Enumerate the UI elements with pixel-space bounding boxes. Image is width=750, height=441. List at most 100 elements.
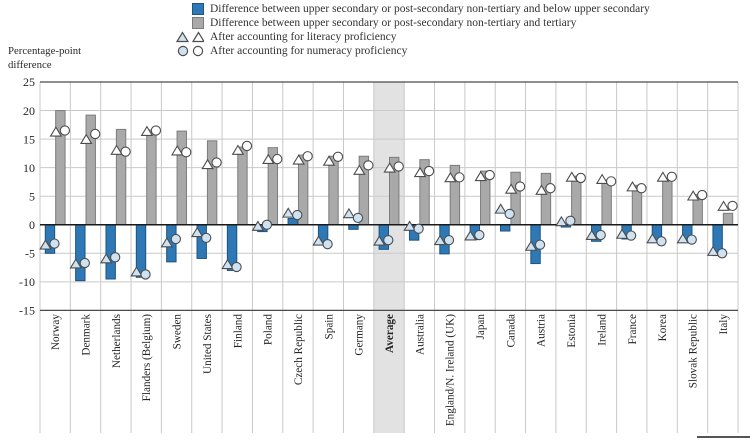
bar-tertiary-Ireland: [601, 179, 612, 226]
category-label-Japan: Japan: [475, 314, 487, 340]
category-label-Australia: Australia: [414, 314, 426, 355]
category-label-United States: United States: [202, 314, 214, 374]
ytick-label-25: 25: [23, 75, 35, 89]
marker-literacy-below-Slovak Republic: [676, 232, 690, 244]
bar-tertiary-Korea: [662, 179, 673, 226]
marker-numeracy-tertiary-United States: [211, 157, 222, 168]
marker-literacy-tertiary-Norway: [49, 126, 63, 137]
y-axis-title-line2: difference: [8, 59, 52, 72]
marker-literacy-below-France: [615, 228, 629, 239]
marker-literacy-below-Korea: [646, 232, 659, 244]
y-axis-title: Percentage-point difference: [8, 44, 81, 72]
gray-square-icon: [176, 17, 204, 29]
marker-numeracy-tertiary-Estonia: [575, 172, 586, 184]
bar-below-upper-secondary-Denmark: [75, 224, 86, 282]
marker-numeracy-below-United States: [201, 232, 212, 244]
marker-numeracy-tertiary-Germany: [363, 160, 374, 171]
marker-numeracy-below-Netherlands: [110, 252, 121, 263]
marker-numeracy-tertiary-France: [636, 183, 647, 194]
marker-literacy-below-Denmark: [69, 258, 83, 269]
legend-item-numeracy: After accounting for numeracy proficienc…: [176, 44, 650, 58]
y-axis-title-line1: Percentage-point: [8, 45, 82, 57]
marker-numeracy-tertiary-Finland: [241, 140, 253, 152]
marker-numeracy-tertiary-Flanders (Belgium): [150, 125, 162, 136]
category-label-France: France: [627, 314, 639, 344]
marker-literacy-below-Ireland: [585, 229, 599, 240]
marker-numeracy-below-Flanders (Belgium): [140, 269, 151, 280]
marker-literacy-tertiary-Ireland: [595, 173, 609, 184]
marker-literacy-tertiary-Average: [383, 162, 396, 173]
marker-literacy-below-Czech Republic: [281, 207, 295, 218]
bar-tertiary-Italy: [722, 212, 734, 226]
marker-numeracy-below-Japan: [474, 229, 485, 241]
marker-literacy-below-Canada: [494, 203, 507, 214]
marker-literacy-tertiary-France: [626, 180, 639, 192]
marker-literacy-tertiary-Netherlands: [110, 144, 123, 155]
category-label-Sweden: Sweden: [172, 314, 184, 350]
category-label-Poland: Poland: [263, 314, 275, 345]
ytick-label-10: 10: [23, 161, 35, 175]
bar-tertiary-Spain: [328, 155, 339, 226]
marker-literacy-below-Australia: [403, 220, 416, 231]
marker-numeracy-tertiary-Austria: [545, 183, 556, 194]
average-highlight-band: [373, 82, 405, 433]
marker-numeracy-below-Spain: [322, 239, 333, 250]
category-label-Germany: Germany: [354, 314, 366, 356]
bar-tertiary-Flanders (Belgium): [146, 129, 157, 226]
marker-literacy-tertiary-Finland: [231, 144, 245, 155]
marker-numeracy-below-Italy: [716, 248, 728, 259]
marker-numeracy-tertiary-Canada: [514, 181, 526, 192]
marker-numeracy-tertiary-Norway: [59, 125, 71, 136]
marker-literacy-below-Spain: [312, 235, 325, 246]
category-label-Norway: Norway: [50, 314, 62, 350]
legend-label: Difference between upper secondary or po…: [210, 3, 650, 15]
marker-literacy-tertiary-Australia: [413, 166, 427, 178]
legend-item-tertiary: Difference between upper secondary or po…: [176, 16, 650, 30]
marker-literacy-tertiary-England/N. Ireland (UK): [444, 171, 457, 183]
legend: Difference between upper secondary or po…: [176, 2, 650, 58]
marker-numeracy-below-Denmark: [79, 257, 90, 269]
marker-literacy-below-Germany: [342, 207, 356, 219]
marker-literacy-below-Poland: [251, 220, 265, 231]
marker-literacy-tertiary-Czech Republic: [292, 154, 305, 165]
marker-numeracy-tertiary-Average: [393, 161, 404, 172]
marker-numeracy-below-Sweden: [170, 233, 182, 245]
category-label-Austria: Austria: [536, 314, 548, 347]
category-label-Denmark: Denmark: [81, 314, 93, 356]
blue-square-icon: [176, 3, 204, 15]
ytick-label--15: -15: [19, 304, 35, 318]
marker-numeracy-tertiary-Korea: [666, 171, 677, 182]
marker-literacy-below-Japan: [464, 230, 477, 241]
marker-literacy-below-Average: [373, 235, 386, 246]
category-label-Italy: Italy: [718, 314, 730, 335]
marker-numeracy-tertiary-Czech Republic: [302, 151, 313, 162]
ytick-label--5: -5: [25, 247, 35, 261]
marker-literacy-tertiary-Korea: [656, 171, 670, 182]
marker-numeracy-below-Poland: [261, 219, 273, 230]
marker-numeracy-tertiary-Sweden: [181, 147, 192, 158]
category-label-Ireland: Ireland: [596, 314, 608, 346]
marker-literacy-below-England/N. Ireland (UK): [433, 234, 447, 246]
marker-numeracy-below-France: [625, 230, 637, 241]
marker-literacy-below-Flanders (Belgium): [130, 266, 143, 277]
category-label-Finland: Finland: [232, 314, 244, 349]
marker-numeracy-below-Average: [383, 235, 394, 246]
marker-literacy-below-Italy: [706, 245, 720, 256]
legend-label: After accounting for numeracy proficienc…: [210, 45, 408, 57]
marker-numeracy-tertiary-Spain: [332, 151, 344, 162]
category-label-Flanders (Belgium): Flanders (Belgium): [141, 314, 153, 402]
marker-numeracy-tertiary-Italy: [727, 200, 738, 212]
marker-numeracy-below-Australia: [413, 223, 424, 234]
footer-rule: [697, 436, 750, 438]
legend-label: Difference between upper secondary or po…: [210, 17, 577, 29]
category-label-Average: Average: [384, 314, 396, 353]
marker-literacy-tertiary-Poland: [262, 153, 275, 165]
ytick-label-15: 15: [23, 132, 35, 146]
ytick-label--10: -10: [19, 275, 35, 289]
marker-numeracy-below-Germany: [352, 212, 364, 224]
marker-numeracy-below-Czech Republic: [292, 209, 303, 221]
marker-numeracy-tertiary-Netherlands: [120, 146, 131, 157]
marker-literacy-below-Norway: [39, 239, 52, 250]
marker-numeracy-tertiary-Japan: [484, 169, 495, 181]
